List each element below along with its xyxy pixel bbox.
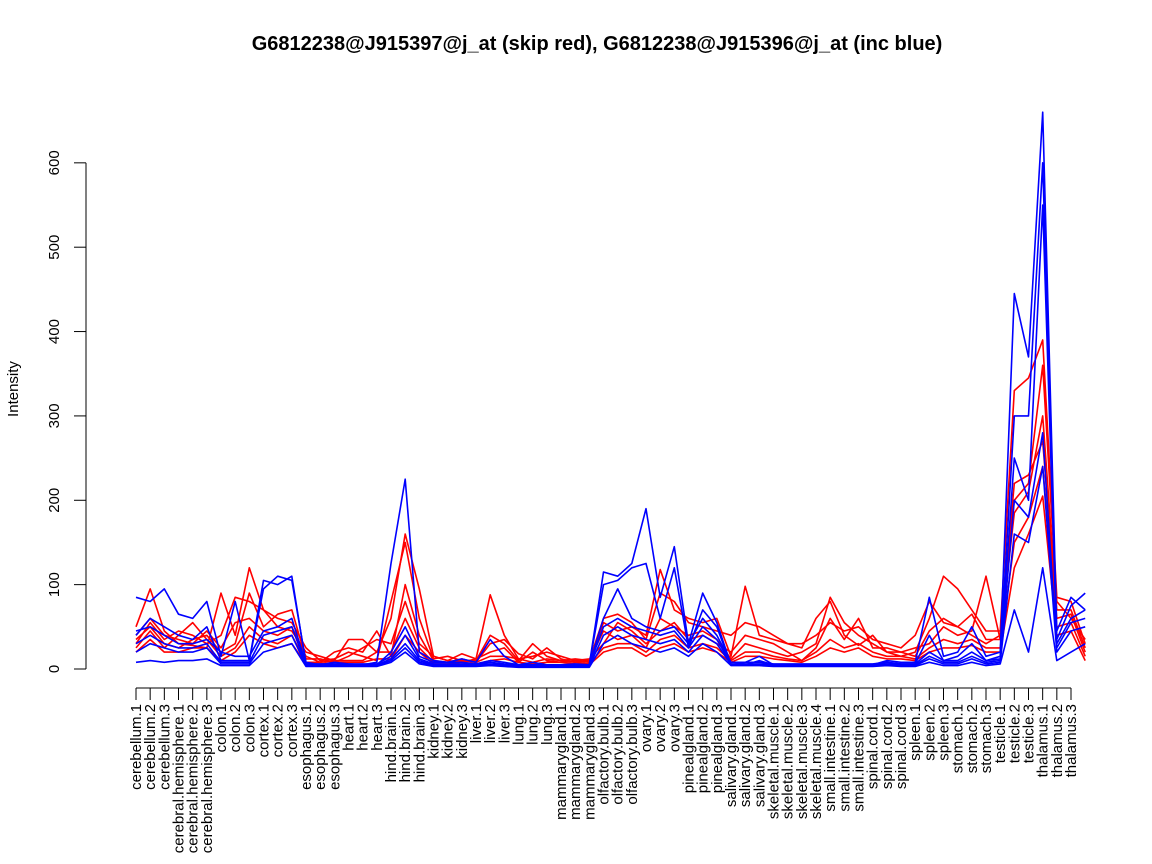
x-tick-label: kidney.3 [454,704,471,759]
x-tick-label: olfactory.bulb.2 [610,704,627,805]
x-tick-label: pinealgland.2 [695,704,712,793]
x-tick-label: hind.brain.1 [383,704,400,782]
y-tick-label: 200 [46,488,63,513]
x-tick-label: testicle.1 [992,704,1009,763]
series-line [135,465,1086,668]
y-tick-label: 500 [46,235,63,260]
x-tick-label: olfactory.bulb.1 [596,704,613,805]
x-tick-label: lung.2 [525,704,542,745]
x-tick-label: cortex.2 [270,704,287,757]
x-tick-label: hind.brain.2 [397,704,414,782]
x-tick-label: ovary.1 [638,704,655,752]
x-tick-label: skeletal.muscle.1 [766,704,783,819]
x-tick-label: spinal.cord.3 [893,704,910,789]
x-tick-label: skeletal.muscle.3 [794,704,811,819]
x-tick-label: small.intestine.1 [822,704,839,812]
x-tick-label: cerebral.hemisphere.2 [185,704,202,853]
x-tick-label: hind.brain.3 [411,704,428,782]
x-tick-label: kidney.2 [440,704,457,759]
x-tick-label: ovary.2 [652,704,669,752]
x-tick-label: spinal.cord.1 [865,704,882,789]
y-axis: 0 100 200 300 400 500 600 [46,150,87,673]
x-tick-label: testicle.3 [1021,704,1038,763]
x-tick-label: cerebral.hemisphere.1 [171,704,188,853]
y-tick-label: 400 [46,319,63,344]
series-line [135,162,1086,666]
x-tick-label: heart.1 [341,704,358,751]
x-tick-label: mammarygland.2 [567,704,584,820]
x-tick-label: thalamus.1 [1035,704,1052,777]
x-tick-label: cerebellum.3 [156,704,173,790]
x-tick-label: pinealgland.1 [681,704,698,793]
x-tick-label: stomach.2 [964,704,981,773]
x-tick-label: kidney.1 [426,704,443,759]
x-tick-label: spleen.2 [921,704,938,761]
x-tick-label: salivary.gland.3 [751,704,768,807]
x-tick-label: salivary.gland.1 [723,704,740,807]
x-tick-label: spleen.3 [936,704,953,761]
x-tick-label: stomach.3 [978,704,995,773]
y-tick-label: 600 [46,150,63,175]
x-tick-label: mammarygland.3 [581,704,598,820]
x-tick-label: lung.1 [511,704,528,745]
x-tick-label: heart.2 [355,704,372,751]
series-line [135,566,1086,669]
chart-title: G6812238@J915397@j_at (skip red), G68122… [252,33,943,55]
x-tick-label: cortex.1 [256,704,273,757]
series-line [135,204,1086,666]
x-tick-label: liver.3 [496,704,513,743]
x-tick-label: spleen.1 [907,704,924,761]
x-tick-label: esophagus.3 [326,704,343,790]
series-line [135,364,1086,662]
series-lines [135,111,1086,669]
y-axis-label: Intensity [5,361,22,417]
x-tick-label: small.intestine.2 [836,704,853,812]
x-tick-label: mammarygland.1 [553,704,570,820]
x-axis: cerebellum.1cerebellum.2cerebellum.3cere… [128,687,1080,853]
x-tick-label: testicle.2 [1006,704,1023,763]
x-tick-label: cerebellum.2 [142,704,159,790]
x-tick-label: thalamus.3 [1063,704,1080,777]
x-tick-label: colon.2 [227,704,244,752]
x-tick-label: cerebellum.1 [128,704,145,790]
x-tick-label: spinal.cord.2 [879,704,896,789]
x-tick-label: olfactory.bulb.3 [624,704,641,805]
x-tick-label: cortex.3 [284,704,301,757]
x-tick-label: thalamus.2 [1049,704,1066,777]
x-tick-label: colon.1 [213,704,230,752]
x-tick-label: cerebral.hemisphere.3 [199,704,216,853]
x-tick-label: skeletal.muscle.4 [808,704,825,819]
x-tick-label: liver.1 [468,704,485,743]
x-tick-label: esophagus.2 [312,704,329,790]
x-tick-label: pinealgland.3 [709,704,726,793]
x-tick-label: skeletal.muscle.2 [780,704,797,819]
x-tick-label: salivary.gland.2 [737,704,754,807]
x-tick-label: heart.3 [369,704,386,751]
x-tick-label: liver.2 [482,704,499,743]
series-line [135,415,1086,664]
x-tick-label: colon.3 [241,704,258,752]
x-tick-label: stomach.1 [950,704,967,773]
y-tick-label: 0 [46,665,63,673]
y-tick-label: 300 [46,403,63,428]
x-tick-label: esophagus.1 [298,704,315,790]
series-line [135,440,1086,664]
x-tick-label: lung.3 [539,704,556,745]
y-tick-label: 100 [46,572,63,597]
x-tick-label: small.intestine.3 [851,704,868,812]
series-line [135,431,1086,667]
x-tick-label: ovary.3 [666,704,683,752]
